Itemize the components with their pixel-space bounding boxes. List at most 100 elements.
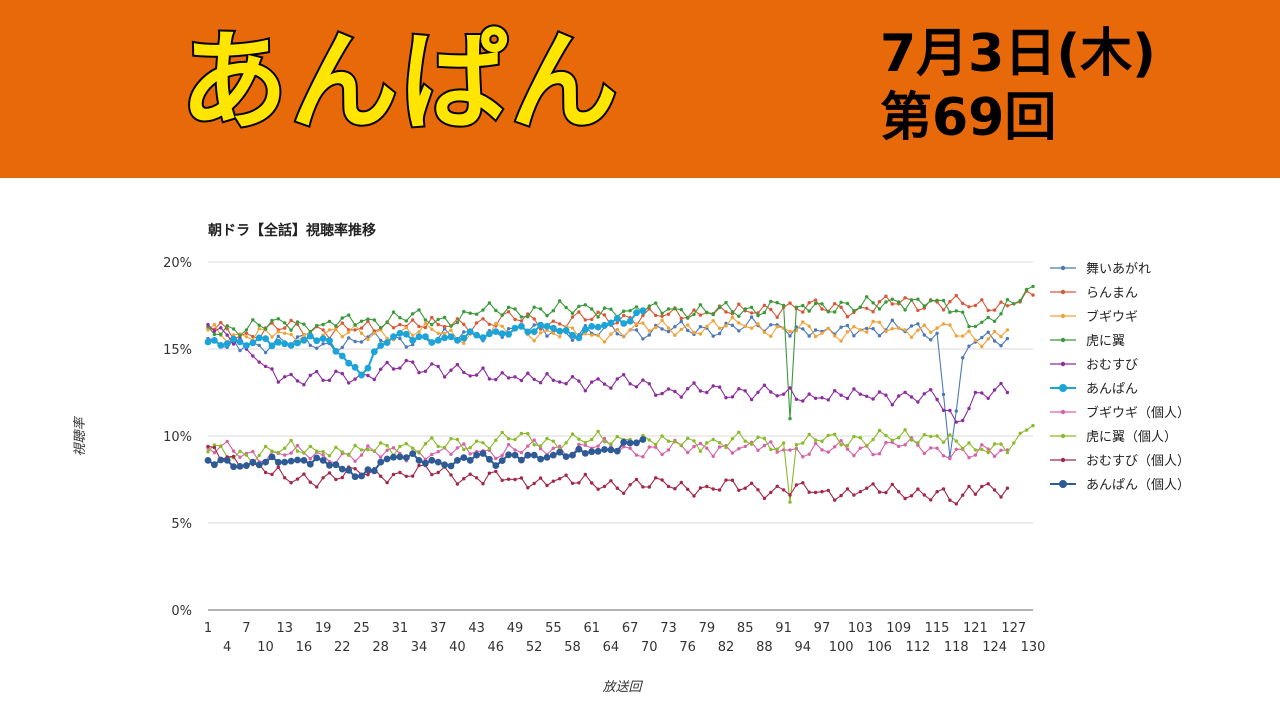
data-point bbox=[274, 338, 282, 346]
data-point bbox=[449, 324, 453, 328]
data-point bbox=[769, 440, 773, 444]
data-point bbox=[500, 313, 504, 317]
data-point bbox=[308, 373, 312, 377]
data-point bbox=[206, 322, 210, 327]
data-point bbox=[839, 443, 843, 447]
data-point bbox=[372, 318, 376, 322]
data-point bbox=[577, 481, 581, 485]
data-point bbox=[634, 385, 639, 389]
data-point bbox=[532, 323, 536, 327]
data-point bbox=[884, 393, 888, 397]
data-point bbox=[321, 476, 325, 480]
data-point bbox=[986, 482, 990, 486]
data-point bbox=[698, 441, 703, 446]
data-point bbox=[231, 454, 236, 459]
data-point bbox=[385, 480, 389, 485]
data-point bbox=[686, 316, 690, 320]
data-point bbox=[641, 485, 645, 489]
data-point bbox=[890, 482, 894, 487]
series-4 bbox=[206, 284, 1035, 421]
data-point bbox=[916, 441, 920, 445]
data-point bbox=[833, 389, 837, 393]
data-point bbox=[641, 455, 645, 459]
data-point bbox=[967, 329, 971, 333]
data-point bbox=[897, 300, 901, 304]
data-point bbox=[321, 450, 325, 454]
data-point bbox=[276, 450, 280, 455]
data-point bbox=[498, 457, 506, 464]
data-point bbox=[436, 322, 440, 327]
data-point bbox=[967, 455, 971, 460]
data-point bbox=[366, 373, 370, 378]
data-point bbox=[954, 439, 958, 443]
data-point bbox=[436, 450, 440, 454]
data-point bbox=[581, 326, 589, 333]
x-tick-label: 52 bbox=[526, 640, 543, 655]
data-point bbox=[961, 334, 965, 338]
data-point bbox=[845, 447, 850, 451]
data-point bbox=[647, 445, 651, 449]
data-point bbox=[351, 473, 359, 481]
data-point bbox=[686, 436, 690, 440]
data-point bbox=[858, 328, 862, 332]
data-point bbox=[1005, 486, 1010, 490]
data-point bbox=[647, 333, 651, 337]
data-point bbox=[511, 324, 519, 332]
data-point bbox=[545, 313, 549, 318]
data-point bbox=[877, 390, 882, 394]
data-point bbox=[455, 362, 460, 367]
data-point bbox=[781, 392, 786, 396]
data-point bbox=[423, 318, 428, 322]
data-point bbox=[570, 315, 575, 319]
data-point bbox=[622, 491, 626, 495]
data-point bbox=[749, 481, 754, 485]
data-point bbox=[801, 320, 805, 324]
data-point bbox=[615, 327, 619, 332]
data-point bbox=[992, 454, 997, 458]
data-point bbox=[474, 476, 479, 480]
data-point bbox=[486, 330, 493, 338]
data-point bbox=[935, 446, 939, 450]
data-point bbox=[481, 441, 485, 445]
data-point bbox=[377, 342, 385, 349]
data-point bbox=[711, 319, 715, 323]
data-point bbox=[558, 322, 562, 326]
data-point bbox=[417, 308, 421, 312]
data-point bbox=[315, 346, 319, 350]
data-point bbox=[903, 428, 907, 432]
data-point bbox=[473, 451, 480, 459]
data-point bbox=[462, 330, 466, 334]
data-point bbox=[717, 445, 722, 449]
data-point bbox=[948, 408, 952, 413]
data-point bbox=[473, 331, 480, 339]
data-point bbox=[487, 301, 492, 305]
data-point bbox=[807, 324, 811, 328]
data-point bbox=[743, 439, 747, 443]
data-point bbox=[577, 437, 581, 441]
data-point bbox=[358, 472, 365, 480]
data-point bbox=[622, 313, 626, 318]
data-point bbox=[788, 493, 792, 497]
data-point bbox=[402, 330, 410, 338]
data-point bbox=[289, 372, 293, 377]
data-point bbox=[628, 328, 632, 332]
data-point bbox=[622, 309, 626, 313]
data-point bbox=[820, 448, 824, 452]
data-point bbox=[583, 318, 587, 322]
data-point bbox=[225, 324, 229, 328]
data-point bbox=[422, 459, 429, 467]
data-point bbox=[698, 332, 703, 336]
data-point bbox=[948, 310, 952, 314]
data-point bbox=[430, 327, 434, 331]
data-point bbox=[551, 331, 555, 335]
data-point bbox=[871, 327, 875, 331]
legend-item: 虎に翼（個人） bbox=[1050, 430, 1177, 445]
data-point bbox=[519, 315, 524, 319]
data-point bbox=[865, 486, 869, 490]
data-point bbox=[506, 442, 511, 447]
data-point bbox=[577, 304, 581, 308]
data-point bbox=[398, 366, 402, 370]
data-point bbox=[231, 327, 236, 331]
data-point bbox=[505, 451, 512, 459]
data-point bbox=[794, 305, 799, 309]
